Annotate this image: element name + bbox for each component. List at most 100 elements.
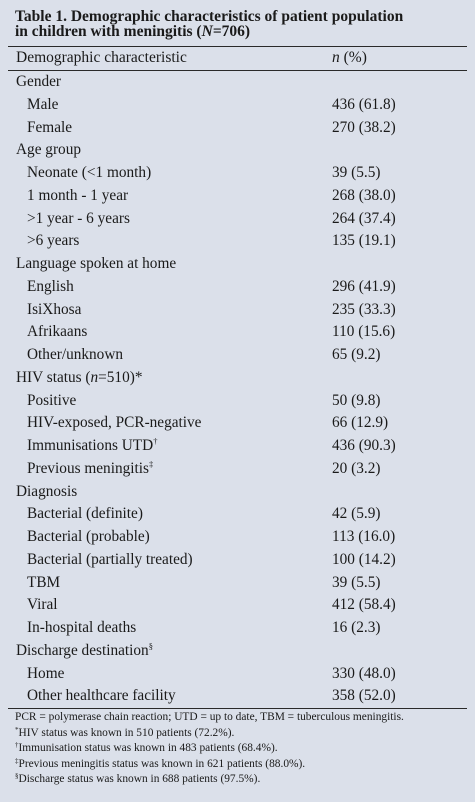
row-label-text: Neonate (<1 month) [27, 164, 152, 181]
table-row: 1 month - 1 year 268 (38.0) [8, 185, 467, 208]
table-row: Female 270 (38.2) [8, 117, 467, 140]
table-row: Viral 412 (58.4) [8, 594, 467, 617]
row-label-text: Bacterial (partially treated) [27, 550, 193, 568]
footnote-line: PCR = polymerase chain reaction; UTD = u… [15, 710, 465, 726]
row-label: Viral [27, 594, 58, 617]
title-line-2-suffix: =706) [212, 23, 251, 40]
row-label: Bacterial (partially treated) [27, 549, 193, 572]
row-label-text: Discharge destination [16, 641, 149, 659]
row-label: English [27, 276, 74, 299]
footnote-marker: † [153, 436, 158, 446]
row-label-text: Diagnosis [16, 482, 78, 500]
row-value: 436 (90.3) [332, 437, 396, 454]
title-line-1: Table 1. Demographic characteristics of … [15, 8, 404, 25]
row-label-suffix: =510)* [98, 368, 143, 386]
table-row: Other/unknown 65 (9.2) [8, 344, 467, 367]
row-label: Afrikaans [27, 321, 87, 344]
table-body: Gender Male 436 (61.8) Female 270 (38.2) Age … [8, 71, 467, 708]
row-label: In-hospital deaths [27, 617, 136, 640]
footnote-symbol: * [15, 725, 19, 734]
table-row: Positive 50 (9.8) [8, 390, 467, 413]
row-label-text: English [27, 277, 74, 295]
row-label: 1 month - 1 year [27, 185, 128, 208]
footnote-symbol: † [15, 741, 19, 749]
header-count: n (%) [332, 49, 367, 67]
row-value: 110 (15.6) [332, 323, 396, 341]
row-label: Positive [27, 390, 76, 413]
table-row: Afrikaans 110 (15.6) [8, 321, 467, 344]
table-row: Immunisations UTD† 436 (90.3) [8, 435, 467, 458]
row-value: 20 (3.2) [332, 459, 381, 477]
row-value: 412 (58.4) [332, 596, 396, 614]
row-label: >1 year - 6 years [27, 208, 130, 231]
row-label-text: Positive [27, 391, 77, 409]
table-title: Table 1. Demographic characteristics of … [15, 8, 460, 40]
table-row: >1 year - 6 years 264 (37.4) [8, 208, 467, 231]
title-line-2: in children with meningitis (N=706) [15, 23, 460, 40]
table-row: Home 330 (48.0) [8, 663, 467, 686]
table-row: Previous meningitis‡ 20 (3.2) [8, 458, 467, 481]
row-label-text: IsiXhosa [27, 300, 82, 318]
row-value: 264 (37.4) [332, 209, 396, 227]
row-label-text: Bacterial (probable) [27, 528, 150, 545]
category-row: HIV status (n=510)* [8, 367, 467, 390]
row-value: 235 (33.3) [332, 300, 396, 318]
table-row: TBM 39 (5.5) [8, 572, 467, 595]
table-footnotes: PCR = polymerase chain reaction; UTD = u… [15, 710, 465, 788]
table-row: In-hospital deaths 16 (2.3) [8, 617, 467, 640]
row-label: Gender [16, 71, 61, 94]
header-percent: (%) [339, 49, 367, 66]
row-label-text: In-hospital deaths [27, 619, 137, 636]
row-value: 270 (38.2) [332, 118, 396, 136]
category-row: Age group [8, 139, 467, 162]
footnote-marker: § [148, 640, 153, 651]
row-label-text: Other healthcare facility [27, 687, 176, 705]
table-row: HIV-exposed, PCR-negative 66 (12.9) [8, 412, 467, 435]
row-label: Bacterial (definite) [27, 503, 143, 526]
row-label-text: Age group [16, 141, 81, 159]
row-label-text: Male [27, 95, 59, 113]
row-label-text: HIV-exposed, PCR-negative [27, 414, 202, 432]
footnote-marker: ‡ [148, 458, 154, 469]
row-label-text: Immunisations UTD [27, 437, 154, 454]
row-label: TBM [27, 572, 60, 595]
row-value: 16 (2.3) [332, 619, 381, 636]
row-value: 42 (5.9) [332, 505, 381, 523]
footnote-text: PCR = polymerase chain reaction; UTD = u… [15, 711, 404, 723]
row-label: Age group [16, 139, 81, 162]
row-label-text: Gender [16, 73, 62, 90]
table-row: Bacterial (definite) 42 (5.9) [8, 503, 467, 526]
table-header: Demographic characteristic n (%) [8, 46, 467, 71]
header-characteristic: Demographic characteristic [16, 49, 187, 66]
row-label: Previous meningitis‡ [27, 458, 153, 481]
footnote-line: ‡Previous meningitis status was known in… [15, 757, 465, 773]
row-value: 39 (5.5) [332, 573, 381, 591]
row-value: 330 (48.0) [332, 664, 396, 682]
row-value: 436 (61.8) [332, 95, 396, 113]
footnote-text: HIV status was known in 510 patients (72… [18, 726, 235, 739]
table-row: >6 years 135 (19.1) [8, 230, 467, 253]
table-row: Neonate (<1 month) 39 (5.5) [8, 162, 467, 185]
header-n-symbol: n [332, 49, 340, 66]
row-value: 358 (52.0) [332, 687, 396, 705]
row-label: Other healthcare facility [27, 685, 176, 708]
row-label-text: Female [27, 118, 73, 136]
row-value: 50 (9.8) [332, 391, 381, 409]
row-label: Female [27, 117, 72, 140]
row-label: >6 years [27, 230, 79, 253]
row-label: Bacterial (probable) [27, 526, 150, 549]
title-n-symbol: N [201, 23, 213, 40]
table-row: English 296 (41.9) [8, 276, 467, 299]
row-value: 39 (5.5) [332, 164, 381, 181]
table-row: IsiXhosa 235 (33.3) [8, 299, 467, 322]
row-label: IsiXhosa [27, 299, 81, 322]
row-label: HIV status (n=510)* [16, 367, 142, 390]
row-label: Home [27, 663, 64, 686]
row-label-text: Other/unknown [27, 346, 124, 363]
row-label-text: 1 month - 1 year [27, 186, 129, 204]
table-row: Other healthcare facility 358 (52.0) [8, 685, 467, 708]
footnote-line: §Discharge status was known in 688 patie… [15, 772, 465, 788]
footnote-symbol: ‡ [15, 756, 19, 765]
row-label-text: TBM [27, 573, 61, 591]
table-bottom-rule [8, 708, 467, 709]
